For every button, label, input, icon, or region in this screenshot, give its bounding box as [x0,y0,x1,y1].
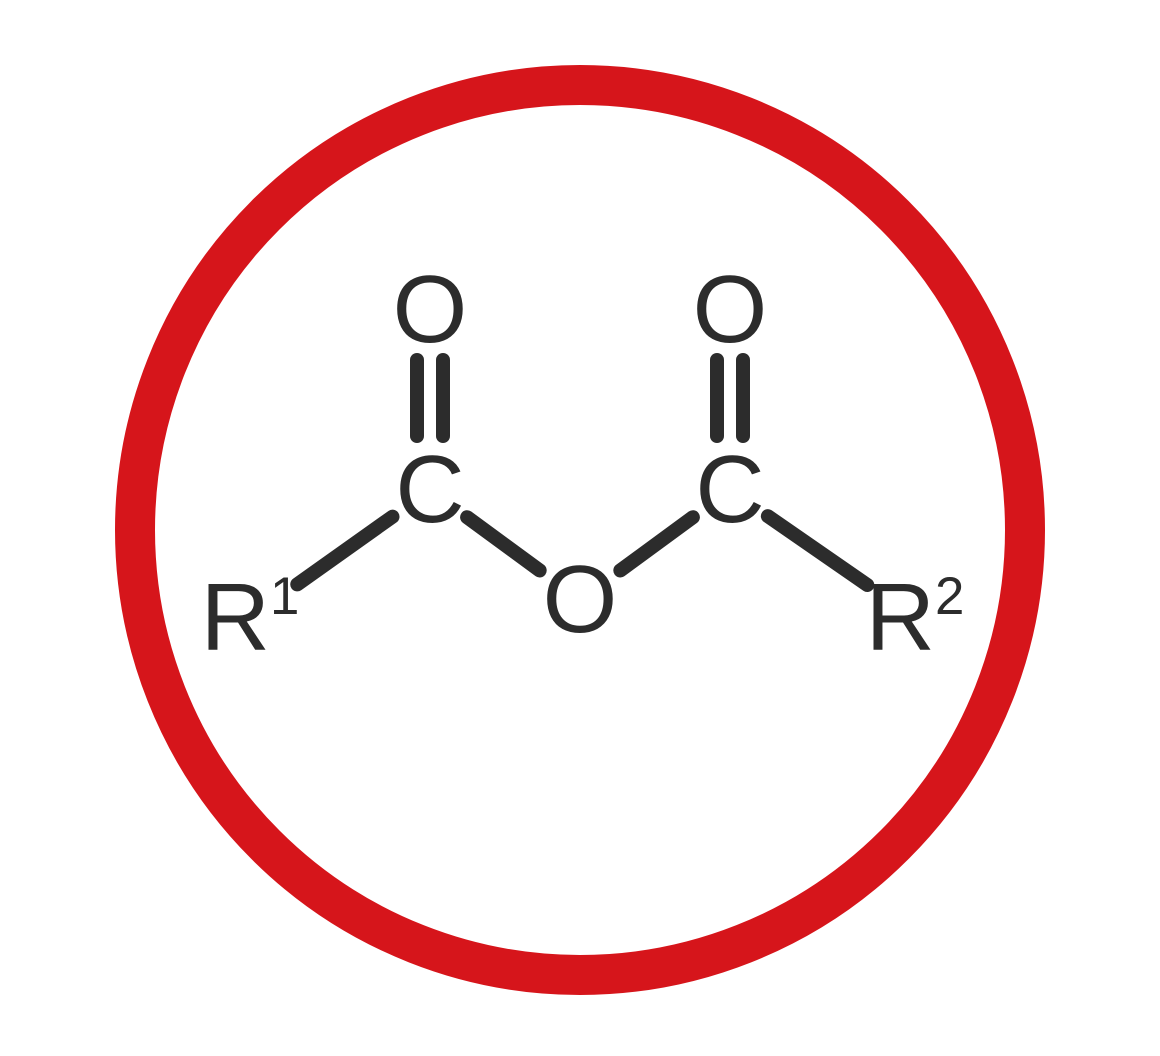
atom-C1: C [395,442,464,538]
atom-label-sup: 1 [270,567,299,626]
highlight-circle [135,85,1025,975]
atom-label-sup: 2 [935,567,964,626]
atom-label-text: O [543,546,618,653]
atom-label-text: C [395,436,464,543]
atom-R1: R1 [201,570,300,666]
atom-label-text: O [393,256,468,363]
atom-label-text: C [695,436,764,543]
atom-C2: C [695,442,764,538]
diagram-canvas: R1COOCOR2 [0,0,1160,1056]
atom-label-text: O [693,256,768,363]
atom-Oc: O [543,552,618,648]
atom-R2: R2 [866,570,965,666]
atom-label-text: R [201,564,270,671]
atom-O1: O [393,262,468,358]
atom-label-text: R [866,564,935,671]
structure-svg [0,0,1160,1056]
atom-O2: O [693,262,768,358]
